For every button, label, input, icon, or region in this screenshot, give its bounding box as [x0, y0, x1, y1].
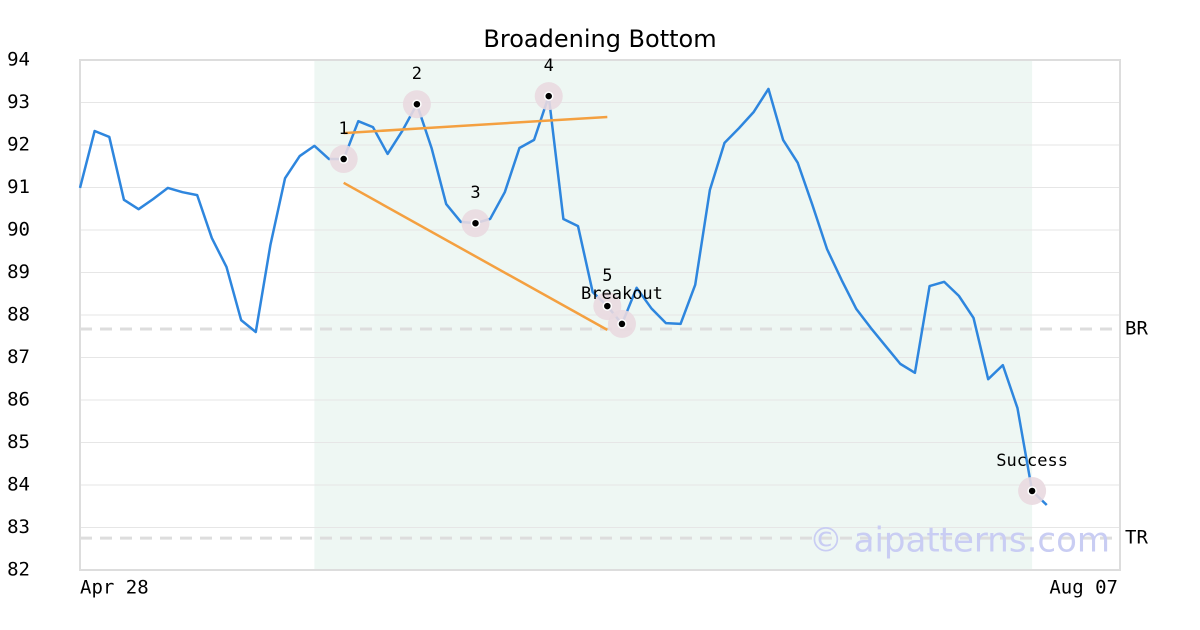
point-label: 5 [602, 266, 612, 286]
point-marker [412, 99, 422, 109]
y-tick-label: 84 [7, 474, 30, 496]
point-marker [470, 218, 481, 228]
point-label: Breakout [581, 284, 663, 304]
trendline [343, 181, 608, 331]
level-label: TR [1125, 527, 1148, 549]
point-marker [1027, 486, 1037, 496]
y-tick-label: 82 [7, 559, 30, 581]
y-tick-label: 89 [7, 261, 30, 283]
level-label: BR [1125, 318, 1148, 340]
chart-title: Broadening Bottom [483, 25, 716, 53]
y-tick-label: 83 [7, 516, 30, 538]
y-tick-label: 90 [7, 219, 30, 241]
price-line [78, 87, 1048, 506]
x-tick-label: Apr 28 [80, 577, 149, 599]
y-tick-label: 85 [7, 431, 30, 453]
y-tick-label: 88 [7, 304, 30, 326]
y-tick-label: 91 [7, 176, 30, 198]
y-tick-label: 93 [7, 91, 30, 113]
point-label: Success [996, 451, 1068, 471]
y-tick-label: 92 [7, 134, 30, 156]
x-tick-label: Aug 07 [1049, 577, 1118, 599]
y-tick-label: 86 [7, 389, 30, 411]
y-tick-label: 87 [7, 346, 30, 368]
point-label: 1 [339, 119, 349, 139]
point-label: 4 [544, 56, 554, 76]
point-marker [602, 301, 613, 311]
plot-frame [79, 59, 1121, 571]
point-marker [338, 154, 349, 164]
watermark: © aipatterns.com [809, 521, 1110, 561]
trendline [343, 115, 608, 135]
point-marker [543, 91, 554, 101]
point-label: 2 [412, 64, 422, 84]
point-label: 3 [470, 183, 480, 203]
y-tick-label: 94 [7, 49, 30, 71]
point-marker [617, 319, 627, 329]
